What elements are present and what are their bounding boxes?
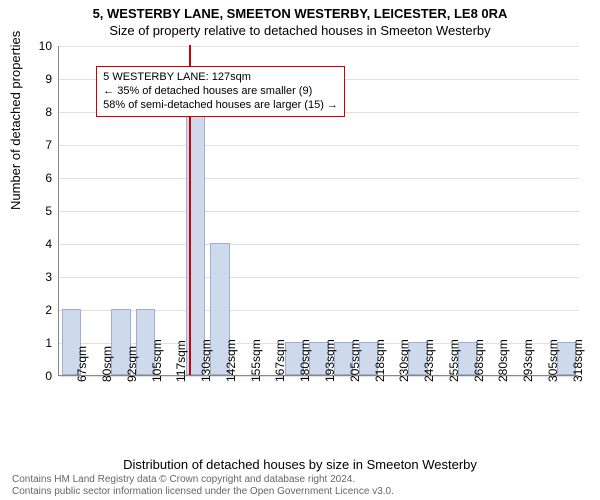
y-tick-label: 2	[45, 303, 52, 317]
y-tick-label: 8	[45, 105, 52, 119]
y-axis-label: Number of detached properties	[8, 31, 23, 210]
x-tick-label: 193sqm	[323, 339, 337, 382]
grid-line	[59, 46, 579, 47]
x-tick-label: 205sqm	[348, 339, 362, 382]
footer: Contains HM Land Registry data © Crown c…	[12, 474, 394, 498]
grid-line	[59, 145, 579, 146]
x-tick-label: 218sqm	[373, 339, 387, 382]
y-tick-label: 0	[45, 369, 52, 383]
plot-region: 5 WESTERBY LANE: 127sqm← 35% of detached…	[58, 46, 578, 376]
y-tick-label: 6	[45, 171, 52, 185]
x-tick-label: 155sqm	[249, 339, 263, 382]
x-tick-label: 243sqm	[422, 339, 436, 382]
y-tick-label: 5	[45, 204, 52, 218]
grid-line	[59, 277, 579, 278]
grid-line	[59, 211, 579, 212]
x-tick-label: 280sqm	[496, 339, 510, 382]
annotation-line: 58% of semi-detached houses are larger (…	[103, 98, 338, 112]
x-tick-label: 318sqm	[571, 339, 585, 382]
x-tick-label: 180sqm	[298, 339, 312, 382]
y-tick-label: 1	[45, 336, 52, 350]
x-tick-label: 268sqm	[472, 339, 486, 382]
x-tick-label: 305sqm	[546, 339, 560, 382]
y-tick-label: 3	[45, 270, 52, 284]
x-tick-label: 117sqm	[174, 340, 188, 382]
chart-container: 5, WESTERBY LANE, SMEETON WESTERBY, LEIC…	[0, 0, 600, 500]
annotation-box: 5 WESTERBY LANE: 127sqm← 35% of detached…	[96, 66, 345, 117]
x-tick-label: 92sqm	[125, 346, 139, 382]
footer-line-2: Contains public sector information licen…	[12, 486, 394, 498]
annotation-line: 5 WESTERBY LANE: 127sqm	[103, 70, 338, 84]
x-tick-label: 67sqm	[75, 346, 89, 382]
x-tick-label: 255sqm	[447, 339, 461, 382]
x-tick-label: 130sqm	[199, 339, 213, 382]
annotation-line: ← 35% of detached houses are smaller (9)	[103, 84, 338, 98]
x-tick-label: 167sqm	[273, 339, 287, 382]
y-tick-label: 4	[45, 237, 52, 251]
footer-line-1: Contains HM Land Registry data © Crown c…	[12, 474, 394, 486]
chart-area: 5 WESTERBY LANE: 127sqm← 35% of detached…	[58, 46, 578, 376]
x-tick-label: 105sqm	[150, 339, 164, 382]
y-tick-label: 10	[39, 39, 52, 53]
x-tick-label: 230sqm	[397, 339, 411, 382]
chart-subtitle: Size of property relative to detached ho…	[0, 21, 600, 38]
grid-line	[59, 178, 579, 179]
grid-line	[59, 244, 579, 245]
x-tick-label: 142sqm	[224, 339, 238, 382]
y-tick-label: 9	[45, 72, 52, 86]
chart-title: 5, WESTERBY LANE, SMEETON WESTERBY, LEIC…	[0, 0, 600, 21]
y-tick-label: 7	[45, 138, 52, 152]
x-tick-label: 293sqm	[521, 339, 535, 382]
x-axis-label: Distribution of detached houses by size …	[0, 457, 600, 472]
x-tick-label: 80sqm	[100, 346, 114, 382]
